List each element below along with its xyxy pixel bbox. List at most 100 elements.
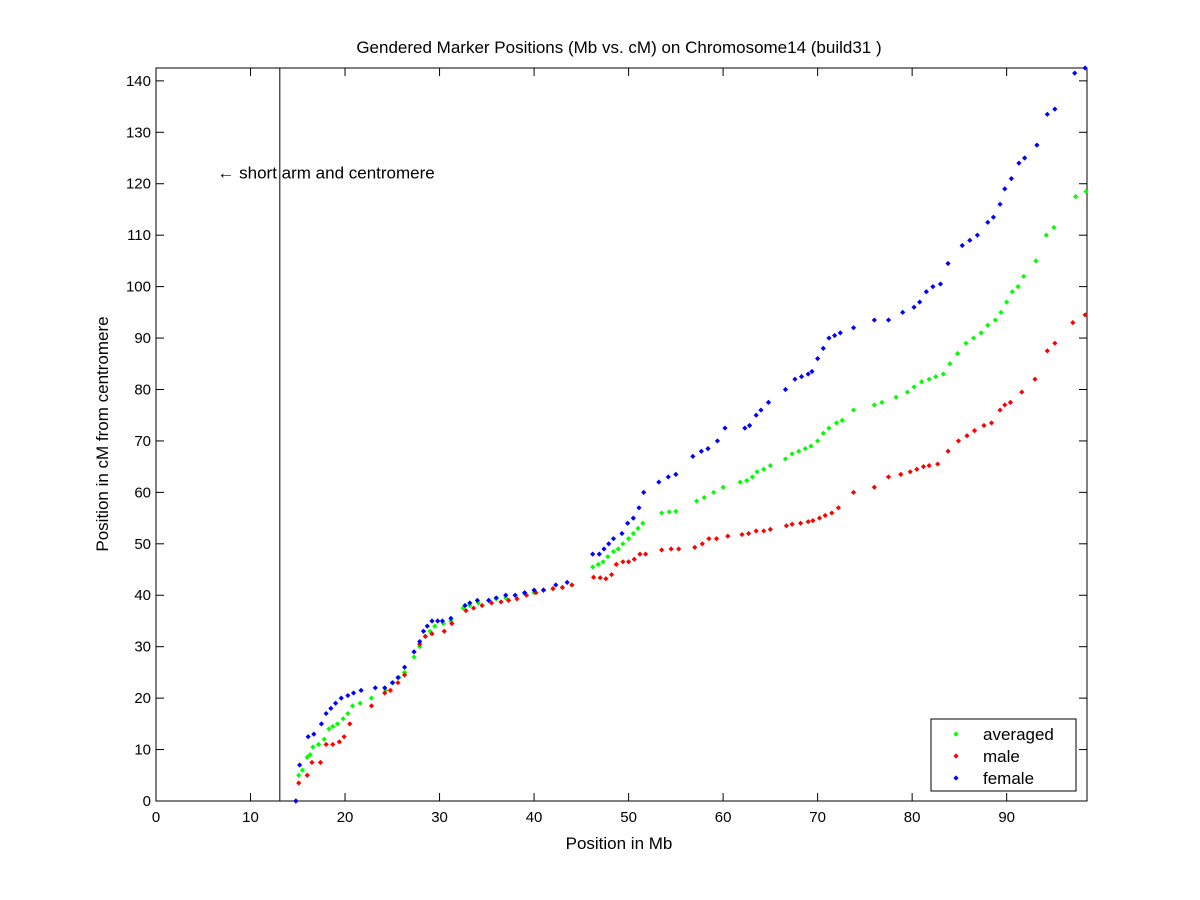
- data-point-male: [637, 551, 643, 557]
- data-point-female: [293, 798, 299, 804]
- data-point-male: [1044, 348, 1050, 354]
- data-point-male: [1052, 340, 1058, 346]
- data-point-male: [898, 471, 904, 477]
- data-point-male: [643, 551, 649, 557]
- data-point-female: [665, 474, 671, 480]
- chart-title: Gendered Marker Positions (Mb vs. cM) on…: [356, 38, 881, 57]
- data-point-averaged: [904, 389, 911, 395]
- data-point-male: [914, 466, 920, 472]
- data-point-female: [630, 515, 636, 521]
- series-female: [293, 65, 1088, 804]
- data-point-averaged: [625, 536, 632, 542]
- data-point-averaged: [659, 510, 665, 516]
- data-point-female: [809, 368, 815, 375]
- data-point-male: [783, 523, 790, 529]
- data-point-male: [746, 530, 752, 537]
- data-point-male: [613, 561, 619, 567]
- data-point-male: [514, 596, 520, 602]
- data-point-male: [907, 469, 913, 475]
- data-point-averaged: [321, 736, 327, 742]
- data-point-female: [305, 734, 311, 740]
- data-point-female: [429, 618, 435, 624]
- data-point-male: [441, 628, 447, 634]
- data-point-female: [625, 520, 631, 526]
- data-point-averaged: [963, 340, 969, 346]
- data-point-female: [512, 592, 518, 598]
- data-point-averaged: [620, 541, 626, 547]
- data-point-averaged: [357, 700, 363, 706]
- legend-marker-male: [953, 753, 959, 759]
- data-point-averaged: [985, 322, 991, 328]
- data-point-female: [1008, 175, 1014, 182]
- data-point-female: [439, 618, 445, 624]
- data-point-female: [837, 330, 843, 336]
- legend-marker-female: [953, 775, 959, 781]
- data-point-female: [619, 530, 625, 537]
- data-point-averaged: [711, 489, 717, 495]
- data-point-male: [533, 590, 539, 596]
- data-point-female: [389, 680, 395, 686]
- data-point-male: [1019, 389, 1025, 395]
- data-point-averaged: [630, 530, 636, 537]
- data-point-female: [311, 731, 317, 737]
- series-male: [293, 312, 1088, 804]
- y-tick-label: 30: [134, 639, 151, 656]
- x-axis-label: Position in Mb: [566, 834, 673, 853]
- x-tick-label: 90: [998, 809, 1015, 826]
- x-tick-label: 80: [904, 809, 921, 826]
- data-point-male: [699, 541, 705, 547]
- data-point-averaged: [595, 561, 601, 567]
- data-point-female: [722, 425, 728, 431]
- plot-area: [155, 67, 1088, 802]
- data-point-averaged: [839, 417, 845, 423]
- data-point-averaged: [850, 407, 857, 413]
- y-axis-ticks: 0 10 20 30 40 50 60 70 80 90 100 110 120 130 140: [126, 73, 1087, 810]
- data-point-male: [336, 739, 342, 745]
- y-axis-label: Position in cM from centromere: [93, 316, 112, 551]
- data-point-female: [798, 374, 805, 380]
- data-point-female: [462, 602, 468, 609]
- data-point-female: [820, 345, 826, 351]
- data-point-female: [1052, 106, 1058, 112]
- data-point-female: [900, 309, 906, 315]
- data-point-male: [608, 572, 615, 578]
- data-point-female: [974, 232, 980, 238]
- data-point-averaged: [304, 754, 310, 760]
- y-tick-label: 90: [134, 330, 151, 347]
- legend-marker-averaged: [953, 731, 959, 737]
- data-point-male: [559, 584, 566, 591]
- data-point-male: [713, 536, 720, 542]
- data-point-male: [964, 433, 970, 439]
- data-point-male: [505, 597, 512, 603]
- data-point-female: [435, 618, 441, 624]
- data-point-male: [341, 734, 347, 740]
- legend: averaged male female: [930, 718, 1077, 792]
- data-point-male: [816, 515, 823, 521]
- data-point-averaged: [767, 463, 773, 469]
- data-point-averaged: [893, 394, 899, 400]
- data-point-male: [871, 484, 877, 490]
- x-tick-label: 20: [337, 809, 354, 826]
- y-tick-label: 50: [134, 536, 151, 553]
- data-point-female: [923, 289, 929, 295]
- data-point-male: [988, 420, 995, 426]
- data-point-male: [422, 633, 428, 639]
- data-point-female: [967, 237, 973, 243]
- data-point-male: [767, 526, 773, 533]
- data-point-female: [792, 376, 798, 382]
- data-point-averaged: [701, 494, 707, 501]
- data-point-female: [656, 479, 662, 485]
- data-point-female: [486, 597, 492, 603]
- data-point-averaged: [1043, 232, 1049, 238]
- data-point-male: [955, 438, 962, 444]
- data-point-female: [332, 700, 339, 706]
- data-point-averaged: [1015, 284, 1021, 290]
- data-point-male: [591, 574, 597, 580]
- data-point-female: [338, 695, 344, 701]
- data-points: [293, 65, 1089, 804]
- y-tick-label: 0: [143, 793, 151, 810]
- data-point-averaged: [307, 752, 313, 758]
- legend-label-female: female: [983, 769, 1034, 788]
- data-point-female: [698, 448, 704, 454]
- data-point-male: [347, 721, 353, 727]
